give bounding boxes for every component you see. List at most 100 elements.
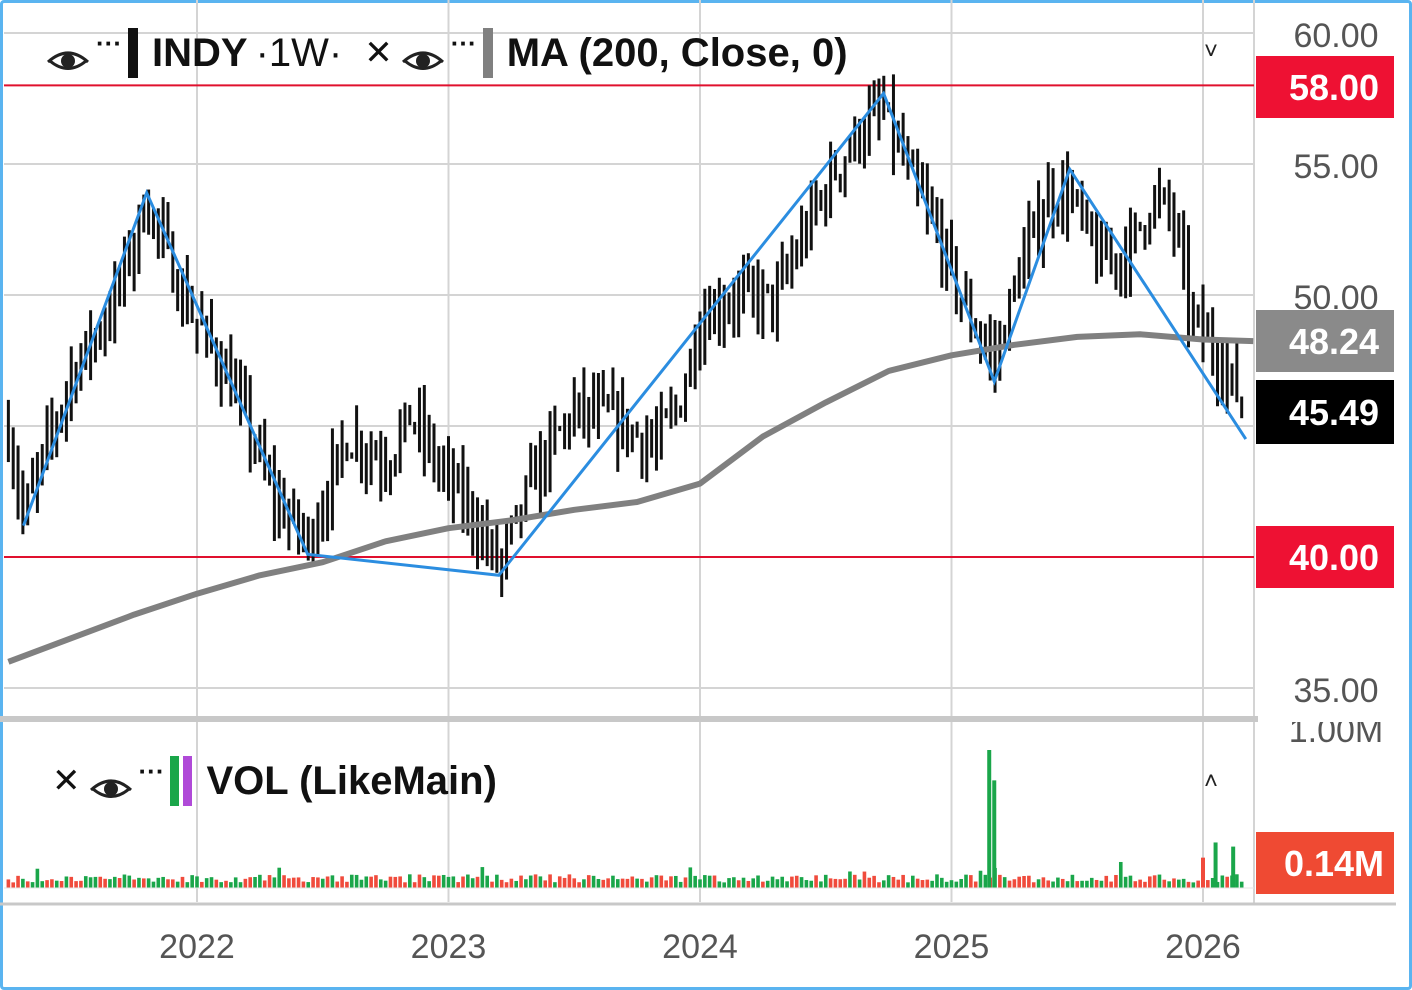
volume-bar <box>1109 881 1113 888</box>
volume-bar <box>1046 880 1051 888</box>
volume-bar <box>243 878 248 888</box>
volume-spike-bar <box>1231 846 1236 888</box>
volume-bar <box>877 882 881 888</box>
last-price-badge: 45.49 <box>1289 392 1379 433</box>
volume-bar <box>533 874 538 888</box>
ma-more-options-icon[interactable]: ··· <box>450 28 477 58</box>
vol-down-swatch <box>183 756 193 806</box>
main-legend: ··· INDY ·1W· ✕ ··· MA (200, Close, 0) <box>46 28 848 78</box>
volume-bar <box>50 879 54 888</box>
volume-bar <box>949 880 954 888</box>
volume-bar <box>983 874 988 888</box>
volume-bar <box>311 877 315 888</box>
volume-bar <box>722 882 726 888</box>
series-color-swatch <box>127 28 138 78</box>
volume-bar <box>775 879 780 888</box>
volume-bar <box>171 879 175 888</box>
close-icon[interactable]: ✕ <box>364 34 393 72</box>
volume-bar <box>727 878 731 888</box>
volume-bar <box>1041 877 1046 888</box>
volume-bar <box>490 881 494 888</box>
volume-bar <box>751 878 756 888</box>
vol-label[interactable]: VOL (LikeMain) <box>206 758 497 803</box>
volume-bar <box>591 875 596 888</box>
volume-bar <box>1220 875 1225 888</box>
volume-bar <box>944 881 949 888</box>
volume-bar <box>1027 875 1031 888</box>
volume-bar <box>83 876 88 888</box>
eye-icon[interactable] <box>46 39 90 70</box>
vol-close-icon[interactable]: ✕ <box>52 762 81 800</box>
ma-label[interactable]: MA (200, Close, 0) <box>506 30 848 75</box>
volume-bar <box>891 876 896 888</box>
volume-bar <box>1089 877 1094 888</box>
vol-more-options-icon[interactable]: ··· <box>138 756 165 786</box>
chevron-down-icon[interactable]: ˅ <box>1204 38 1219 65</box>
pane-divider <box>0 716 1396 722</box>
volume-bar <box>761 881 765 888</box>
volume-bar <box>809 880 814 888</box>
volume-value-badge: 0.14M <box>1284 843 1384 884</box>
volume-bar <box>567 874 572 888</box>
volume-bar <box>582 879 586 888</box>
volume-bar <box>872 875 876 888</box>
volume-bar <box>214 879 219 888</box>
volume-bar <box>1177 879 1181 888</box>
volume-bar <box>378 879 383 888</box>
volume-bar <box>1060 878 1065 888</box>
volume-bar <box>330 875 335 888</box>
volume-bar <box>548 874 552 888</box>
volume-bar <box>1007 880 1012 888</box>
volume-bar <box>804 880 809 888</box>
volume-bar <box>132 879 136 888</box>
volume-bar <box>117 878 122 888</box>
volume-bar <box>335 881 340 888</box>
volume-bar <box>180 876 185 888</box>
volume-bar <box>238 882 243 888</box>
volume-bar <box>920 880 925 888</box>
volume-bar <box>509 878 514 888</box>
volume-bar <box>998 874 1002 888</box>
ma-eye-icon[interactable] <box>401 39 445 70</box>
volume-bar <box>475 876 480 888</box>
time-tick-label: 2026 <box>1165 928 1241 966</box>
interval-label[interactable]: ·1W· <box>255 30 343 75</box>
volume-bar <box>1147 876 1152 888</box>
volume-bar <box>1133 881 1138 888</box>
volume-bar <box>408 874 412 888</box>
vol-eye-icon[interactable] <box>89 767 133 798</box>
more-options-icon[interactable]: ··· <box>96 28 122 58</box>
volume-bar <box>770 876 775 888</box>
volume-bar <box>287 878 291 888</box>
volume-bar <box>557 876 562 888</box>
volume-bar <box>964 874 968 888</box>
lower-line-badge-bg <box>1256 526 1394 588</box>
volume-spike-bar <box>992 780 997 888</box>
volume-bar <box>374 875 378 888</box>
volume-bar <box>736 880 741 888</box>
volume-bar <box>935 874 939 888</box>
upper-line-badge: 58.00 <box>1289 67 1379 108</box>
volume-bar <box>799 877 804 888</box>
volume-bar <box>819 881 823 888</box>
volume-bar <box>640 878 644 888</box>
volume-bar <box>528 875 533 888</box>
ma-color-swatch <box>482 28 493 78</box>
volume-bar <box>369 876 373 888</box>
volume-bar <box>16 875 20 888</box>
volume-bar <box>364 876 369 888</box>
ma-value-badge-bg <box>1256 310 1394 372</box>
volume-bar <box>59 881 64 888</box>
volume-bar <box>973 881 978 888</box>
volume-bar <box>345 881 349 888</box>
volume-bar <box>1031 882 1036 888</box>
volume-bar <box>74 881 78 888</box>
volume-bar <box>30 882 35 888</box>
volume-bar <box>466 874 470 888</box>
volume-bar <box>398 876 402 888</box>
volume-bar <box>630 876 635 888</box>
chevron-up-icon[interactable]: ˄ <box>1204 768 1219 795</box>
volume-bar <box>320 878 325 888</box>
